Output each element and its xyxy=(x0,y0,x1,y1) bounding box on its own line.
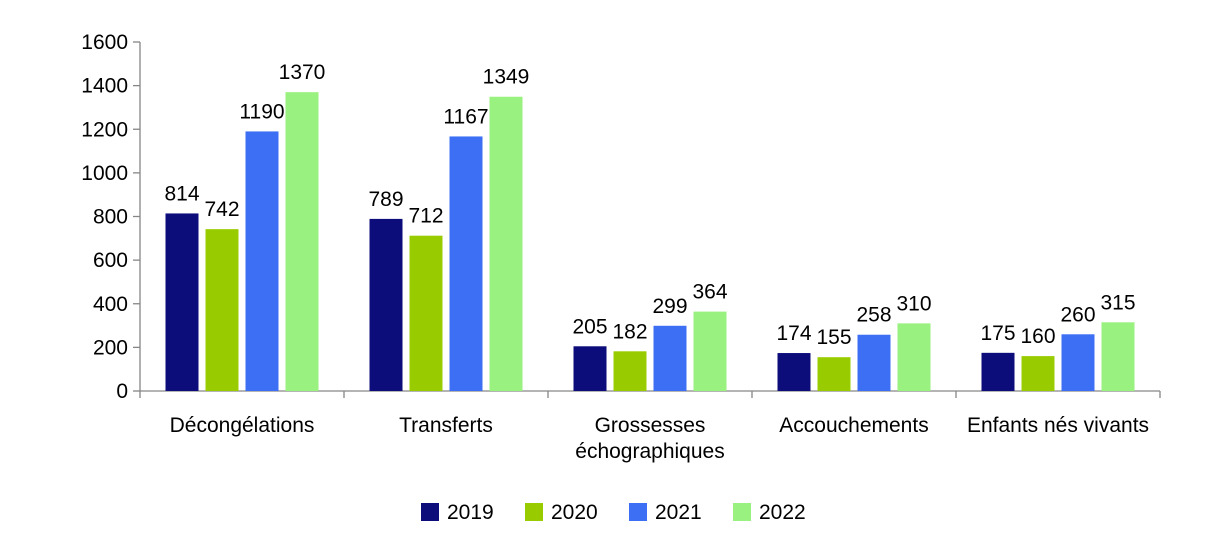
legend-swatch xyxy=(629,503,647,521)
bars xyxy=(165,92,1135,391)
y-tick-label: 0 xyxy=(116,380,128,403)
data-label-2020: 742 xyxy=(204,198,239,221)
legend-item-2019: 2019 xyxy=(421,501,494,524)
bar-2021 xyxy=(1061,334,1095,391)
bar-2021 xyxy=(857,334,891,391)
bar-2020 xyxy=(409,235,443,391)
y-tick-label: 600 xyxy=(93,249,128,272)
y-tick-label: 400 xyxy=(93,293,128,316)
data-label-2022: 315 xyxy=(1100,291,1135,314)
legend-swatch xyxy=(421,503,439,521)
legend-item-2021: 2021 xyxy=(629,501,702,524)
data-label-2021: 1167 xyxy=(443,105,488,128)
category-label: Décongélations xyxy=(170,414,315,437)
legend-label: 2021 xyxy=(655,501,702,524)
data-label-2019: 175 xyxy=(980,322,1015,345)
data-label-2021: 258 xyxy=(856,304,891,327)
data-label-2019: 205 xyxy=(572,315,607,338)
category-label-line: Transferts xyxy=(399,414,493,437)
bar-2020 xyxy=(1021,356,1055,391)
data-label-2020: 160 xyxy=(1020,325,1055,348)
category-label-line: Grossesses xyxy=(595,414,706,437)
bar-2022 xyxy=(1101,322,1135,391)
data-label-2020: 182 xyxy=(612,320,647,343)
data-label-2021: 1190 xyxy=(239,100,284,123)
legend-swatch xyxy=(525,503,543,521)
y-tick-label: 1200 xyxy=(81,118,128,141)
bar-2021 xyxy=(653,325,687,391)
data-label-2020: 712 xyxy=(408,205,443,228)
bar-2022 xyxy=(285,92,319,391)
legend: 2019 2020 2021 2022 xyxy=(421,501,806,524)
bar-2019 xyxy=(981,352,1015,391)
y-tick-label: 200 xyxy=(93,336,128,359)
data-label-2021: 260 xyxy=(1060,303,1095,326)
bar-2019 xyxy=(573,346,607,391)
bar-2020 xyxy=(205,229,239,391)
category-label: Enfants nés vivants xyxy=(967,414,1149,437)
legend-item-2020: 2020 xyxy=(525,501,598,524)
y-tick-label: 800 xyxy=(93,206,128,229)
data-label-2021: 299 xyxy=(652,295,687,318)
x-axis: Décongélations Transferts Grossesses échogr… xyxy=(139,390,1161,463)
data-label-2022: 364 xyxy=(692,281,727,304)
category-label: Accouchements xyxy=(779,414,928,437)
bar-2019 xyxy=(165,213,199,391)
y-tick-label: 1400 xyxy=(81,75,128,98)
category-label-line: Accouchements xyxy=(779,414,928,437)
category-label-line: Décongélations xyxy=(170,414,315,437)
legend-item-2022: 2022 xyxy=(733,501,806,524)
data-label-2022: 1349 xyxy=(483,66,530,89)
bar-2022 xyxy=(897,323,931,391)
bar-2020 xyxy=(613,351,647,391)
legend-label: 2022 xyxy=(759,501,806,524)
bar-2022 xyxy=(693,311,727,391)
y-axis: 0 200 400 600 800 1000 1200 1400 1600 xyxy=(81,31,141,403)
data-label-2022: 1370 xyxy=(279,61,326,84)
bar-2022 xyxy=(489,96,523,391)
data-label-2020: 155 xyxy=(816,326,851,349)
category-label-line: échographiques xyxy=(575,440,724,463)
bar-2019 xyxy=(369,218,403,391)
category-label: Grossesses échographiques xyxy=(575,414,724,463)
legend-swatch xyxy=(733,503,751,521)
category-label-line: Enfants nés vivants xyxy=(967,414,1149,437)
data-label-2022: 310 xyxy=(896,292,931,315)
bar-2021 xyxy=(245,131,279,391)
y-tick-label: 1000 xyxy=(81,162,128,185)
bar-2020 xyxy=(817,357,851,391)
data-label-2019: 814 xyxy=(164,182,199,205)
data-label-2019: 789 xyxy=(368,188,403,211)
category-label: Transferts xyxy=(399,414,493,437)
bar-2019 xyxy=(777,353,811,391)
data-label-2019: 174 xyxy=(776,322,811,345)
bar-2021 xyxy=(449,136,483,391)
y-tick-label: 1600 xyxy=(81,31,128,54)
legend-label: 2020 xyxy=(551,501,598,524)
legend-label: 2019 xyxy=(447,501,494,524)
